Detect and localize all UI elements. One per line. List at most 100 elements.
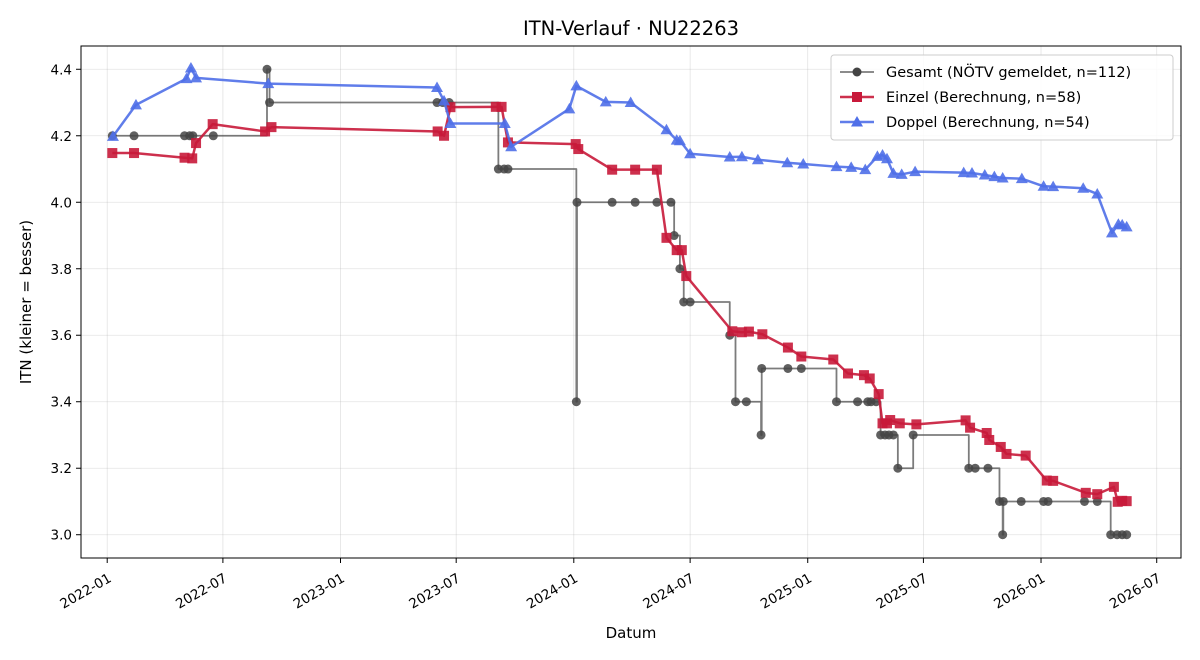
data-point-circle bbox=[831, 397, 841, 407]
data-point-triangle bbox=[880, 152, 893, 164]
data-point-circle bbox=[630, 197, 640, 207]
data-point-square bbox=[266, 122, 277, 133]
data-point-triangle bbox=[660, 123, 673, 135]
legend-label: Gesamt (NÖTV gemeldet, n=112) bbox=[886, 63, 1131, 81]
data-point-triangle bbox=[1105, 226, 1118, 238]
data-point-triangle bbox=[965, 167, 978, 178]
data-point-square bbox=[782, 342, 793, 353]
data-point-triangle bbox=[845, 161, 858, 172]
data-point-square bbox=[757, 329, 768, 340]
data-point-circle bbox=[572, 197, 582, 207]
data-point-square bbox=[676, 245, 687, 256]
data-point-square bbox=[1048, 475, 1059, 486]
data-point-triangle bbox=[751, 153, 764, 165]
data-point-triangle bbox=[563, 102, 576, 114]
data-point-square bbox=[191, 138, 202, 149]
data-point-triangle bbox=[988, 170, 1001, 182]
data-point-circle bbox=[1092, 496, 1102, 506]
y-tick-label: 4.4 bbox=[51, 62, 72, 78]
series-triangle bbox=[106, 61, 1133, 238]
data-point-square bbox=[107, 148, 118, 159]
data-point-triangle bbox=[498, 117, 511, 128]
data-point-circle bbox=[998, 530, 1008, 540]
data-point-square bbox=[630, 164, 641, 175]
data-point-circle bbox=[675, 264, 685, 274]
data-point-circle bbox=[571, 397, 581, 407]
data-point-circle bbox=[607, 197, 617, 207]
data-point-triangle bbox=[624, 96, 637, 108]
data-point-triangle bbox=[180, 72, 193, 84]
data-point-circle bbox=[652, 197, 662, 207]
data-point-triangle bbox=[190, 71, 203, 83]
data-point-triangle bbox=[1077, 182, 1090, 193]
data-point-triangle bbox=[909, 165, 922, 177]
chart-title: ITN-Verlauf · NU22263 bbox=[523, 17, 739, 40]
data-point-circle bbox=[208, 131, 218, 141]
data-point-circle bbox=[964, 463, 974, 473]
data-point-circle bbox=[796, 363, 806, 373]
data-point-triangle bbox=[1120, 220, 1133, 232]
data-point-circle bbox=[731, 397, 741, 407]
legend-marker-circle bbox=[852, 67, 862, 77]
data-point-triangle bbox=[1091, 187, 1104, 199]
y-tick-label: 3.2 bbox=[51, 461, 72, 477]
data-point-triangle bbox=[735, 150, 748, 162]
data-point-square bbox=[1121, 496, 1132, 507]
data-point-circle bbox=[908, 430, 918, 440]
data-point-square bbox=[432, 126, 443, 137]
data-point-square bbox=[911, 419, 922, 430]
data-point-triangle bbox=[570, 79, 583, 91]
y-axis-label: ITN (kleiner = besser) bbox=[17, 220, 35, 384]
data-point-square bbox=[736, 327, 747, 338]
data-point-circle bbox=[888, 430, 898, 440]
data-point-square bbox=[179, 152, 190, 163]
data-point-triangle bbox=[978, 168, 991, 180]
data-point-triangle bbox=[184, 61, 197, 73]
data-point-triangle bbox=[673, 134, 686, 146]
data-point-square bbox=[445, 102, 456, 113]
data-point-circle bbox=[970, 463, 980, 473]
data-point-circle bbox=[853, 397, 863, 407]
data-point-triangle bbox=[1047, 180, 1060, 192]
data-point-circle bbox=[1122, 530, 1132, 540]
data-point-triangle bbox=[797, 158, 810, 169]
data-point-circle bbox=[669, 231, 679, 241]
data-point-circle bbox=[741, 397, 751, 407]
data-point-triangle bbox=[684, 147, 697, 159]
data-point-triangle bbox=[781, 156, 794, 168]
data-point-square bbox=[490, 101, 501, 112]
data-point-triangle bbox=[859, 163, 872, 175]
data-point-square bbox=[671, 245, 682, 256]
data-point-square bbox=[842, 368, 853, 379]
data-point-triangle bbox=[887, 167, 900, 178]
data-point-circle bbox=[1106, 530, 1116, 540]
data-point-circle bbox=[666, 197, 676, 207]
data-point-square bbox=[965, 422, 976, 433]
data-point-circle bbox=[998, 496, 1008, 506]
data-point-square bbox=[681, 271, 692, 282]
data-point-triangle bbox=[129, 98, 142, 110]
data-point-triangle bbox=[957, 166, 970, 178]
legend-frame bbox=[830, 54, 1174, 141]
series-square bbox=[107, 101, 1132, 507]
data-point-square bbox=[207, 119, 218, 130]
x-axis-label: Datum bbox=[606, 624, 657, 642]
legend-marker-triangle bbox=[851, 116, 863, 127]
data-point-square bbox=[885, 415, 896, 426]
data-point-square bbox=[502, 137, 513, 148]
data-point-square bbox=[1080, 487, 1091, 498]
legend: Gesamt (NÖTV gemeldet, n=112) Einzel (Ber… bbox=[830, 54, 1174, 141]
data-point-square bbox=[439, 130, 450, 141]
plot-frame bbox=[80, 45, 1182, 559]
data-point-square bbox=[1020, 450, 1031, 461]
data-point-square bbox=[873, 389, 884, 400]
data-point-circle bbox=[679, 297, 689, 307]
y-tick-label: 3.8 bbox=[51, 262, 72, 278]
data-point-square bbox=[894, 418, 905, 429]
data-point-square bbox=[607, 164, 618, 175]
data-point-triangle bbox=[599, 95, 612, 107]
data-point-square bbox=[496, 101, 507, 112]
data-point-square bbox=[573, 144, 584, 155]
data-point-circle bbox=[756, 430, 766, 440]
data-point-triangle bbox=[830, 160, 843, 172]
